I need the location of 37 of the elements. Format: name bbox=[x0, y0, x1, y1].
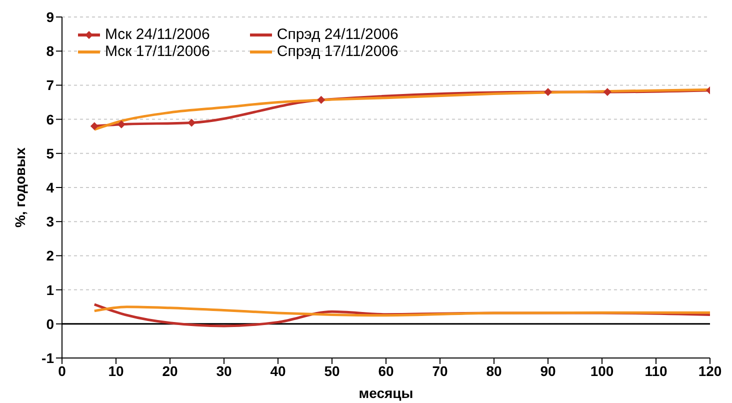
legend-label: Мск 17/11/2006 bbox=[105, 43, 210, 60]
line-series bbox=[93, 306, 710, 317]
y-tick-label: 1 bbox=[46, 282, 54, 298]
y-tick-label: 5 bbox=[46, 145, 54, 162]
x-tick-label: 110 bbox=[644, 362, 668, 379]
x-tick-label: 80 bbox=[486, 362, 502, 379]
y-tick-label: 7 bbox=[46, 77, 54, 94]
point bbox=[90, 122, 98, 130]
y-tick-label: 0 bbox=[46, 316, 54, 332]
x-tick-label: 70 bbox=[432, 362, 448, 379]
y-tick-label: 3 bbox=[46, 214, 54, 230]
legend-label: Мск 24/11/2006 bbox=[105, 26, 210, 43]
x-tick-label: 100 bbox=[590, 362, 614, 379]
x-tick-label: 50 bbox=[324, 362, 340, 379]
x-tick-label: 60 bbox=[378, 362, 394, 379]
legend-label: Спрэд 17/11/2006 bbox=[276, 43, 398, 60]
y-tick-label: 2 bbox=[46, 248, 54, 264]
x-tick-label: 20 bbox=[162, 362, 178, 379]
point bbox=[117, 120, 126, 128]
y-tick-label: 8 bbox=[46, 43, 54, 60]
x-tick-label: 30 bbox=[216, 362, 232, 379]
x-tick-label: 0 bbox=[58, 362, 66, 379]
x-tick-label: 120 bbox=[698, 362, 722, 379]
point bbox=[544, 88, 552, 96]
x-tick-label: 90 bbox=[540, 362, 556, 379]
x-tick-label: 10 bbox=[108, 362, 124, 379]
point bbox=[188, 118, 196, 127]
y-axis-title: %, годовых bbox=[12, 147, 28, 228]
y-tick-label: -1 bbox=[42, 350, 54, 366]
point bbox=[317, 96, 326, 104]
legend-label: Спрэд 24/11/2006 bbox=[276, 26, 398, 43]
y-tick-label: 6 bbox=[46, 111, 54, 128]
y-tick-label: 4 bbox=[46, 179, 54, 196]
x-tick-label: 40 bbox=[270, 362, 286, 379]
y-tick-label: 9 bbox=[46, 8, 54, 25]
x-axis-title: месяцы bbox=[358, 385, 414, 401]
point bbox=[603, 88, 612, 96]
